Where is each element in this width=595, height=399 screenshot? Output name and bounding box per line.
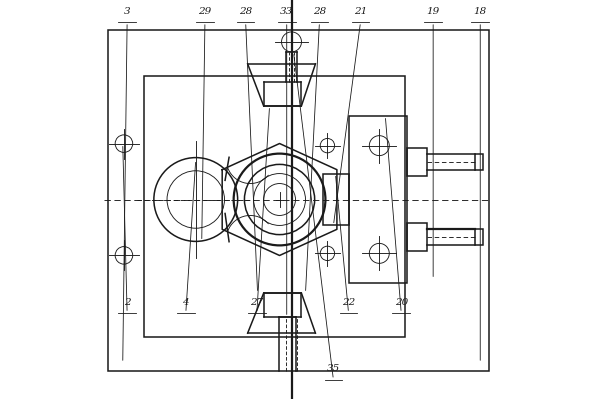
Text: 3: 3 — [124, 6, 130, 16]
Bar — [475, 154, 483, 170]
Text: 28: 28 — [239, 6, 252, 16]
Bar — [108, 30, 489, 371]
Text: 18: 18 — [474, 6, 487, 16]
Text: 29: 29 — [198, 6, 212, 16]
Bar — [324, 174, 349, 225]
Text: 28: 28 — [313, 6, 326, 16]
Text: 35: 35 — [327, 364, 340, 373]
Text: 33: 33 — [280, 6, 293, 16]
Bar — [475, 229, 483, 245]
Bar — [407, 223, 427, 251]
Text: 2: 2 — [124, 298, 130, 307]
Text: 27: 27 — [250, 298, 264, 307]
Bar — [407, 148, 427, 176]
Bar — [144, 76, 405, 337]
Text: 19: 19 — [427, 6, 440, 16]
Bar — [349, 116, 407, 283]
Text: 4: 4 — [183, 298, 189, 307]
Text: 21: 21 — [354, 6, 367, 16]
Text: 20: 20 — [394, 298, 408, 307]
Text: 22: 22 — [342, 298, 355, 307]
